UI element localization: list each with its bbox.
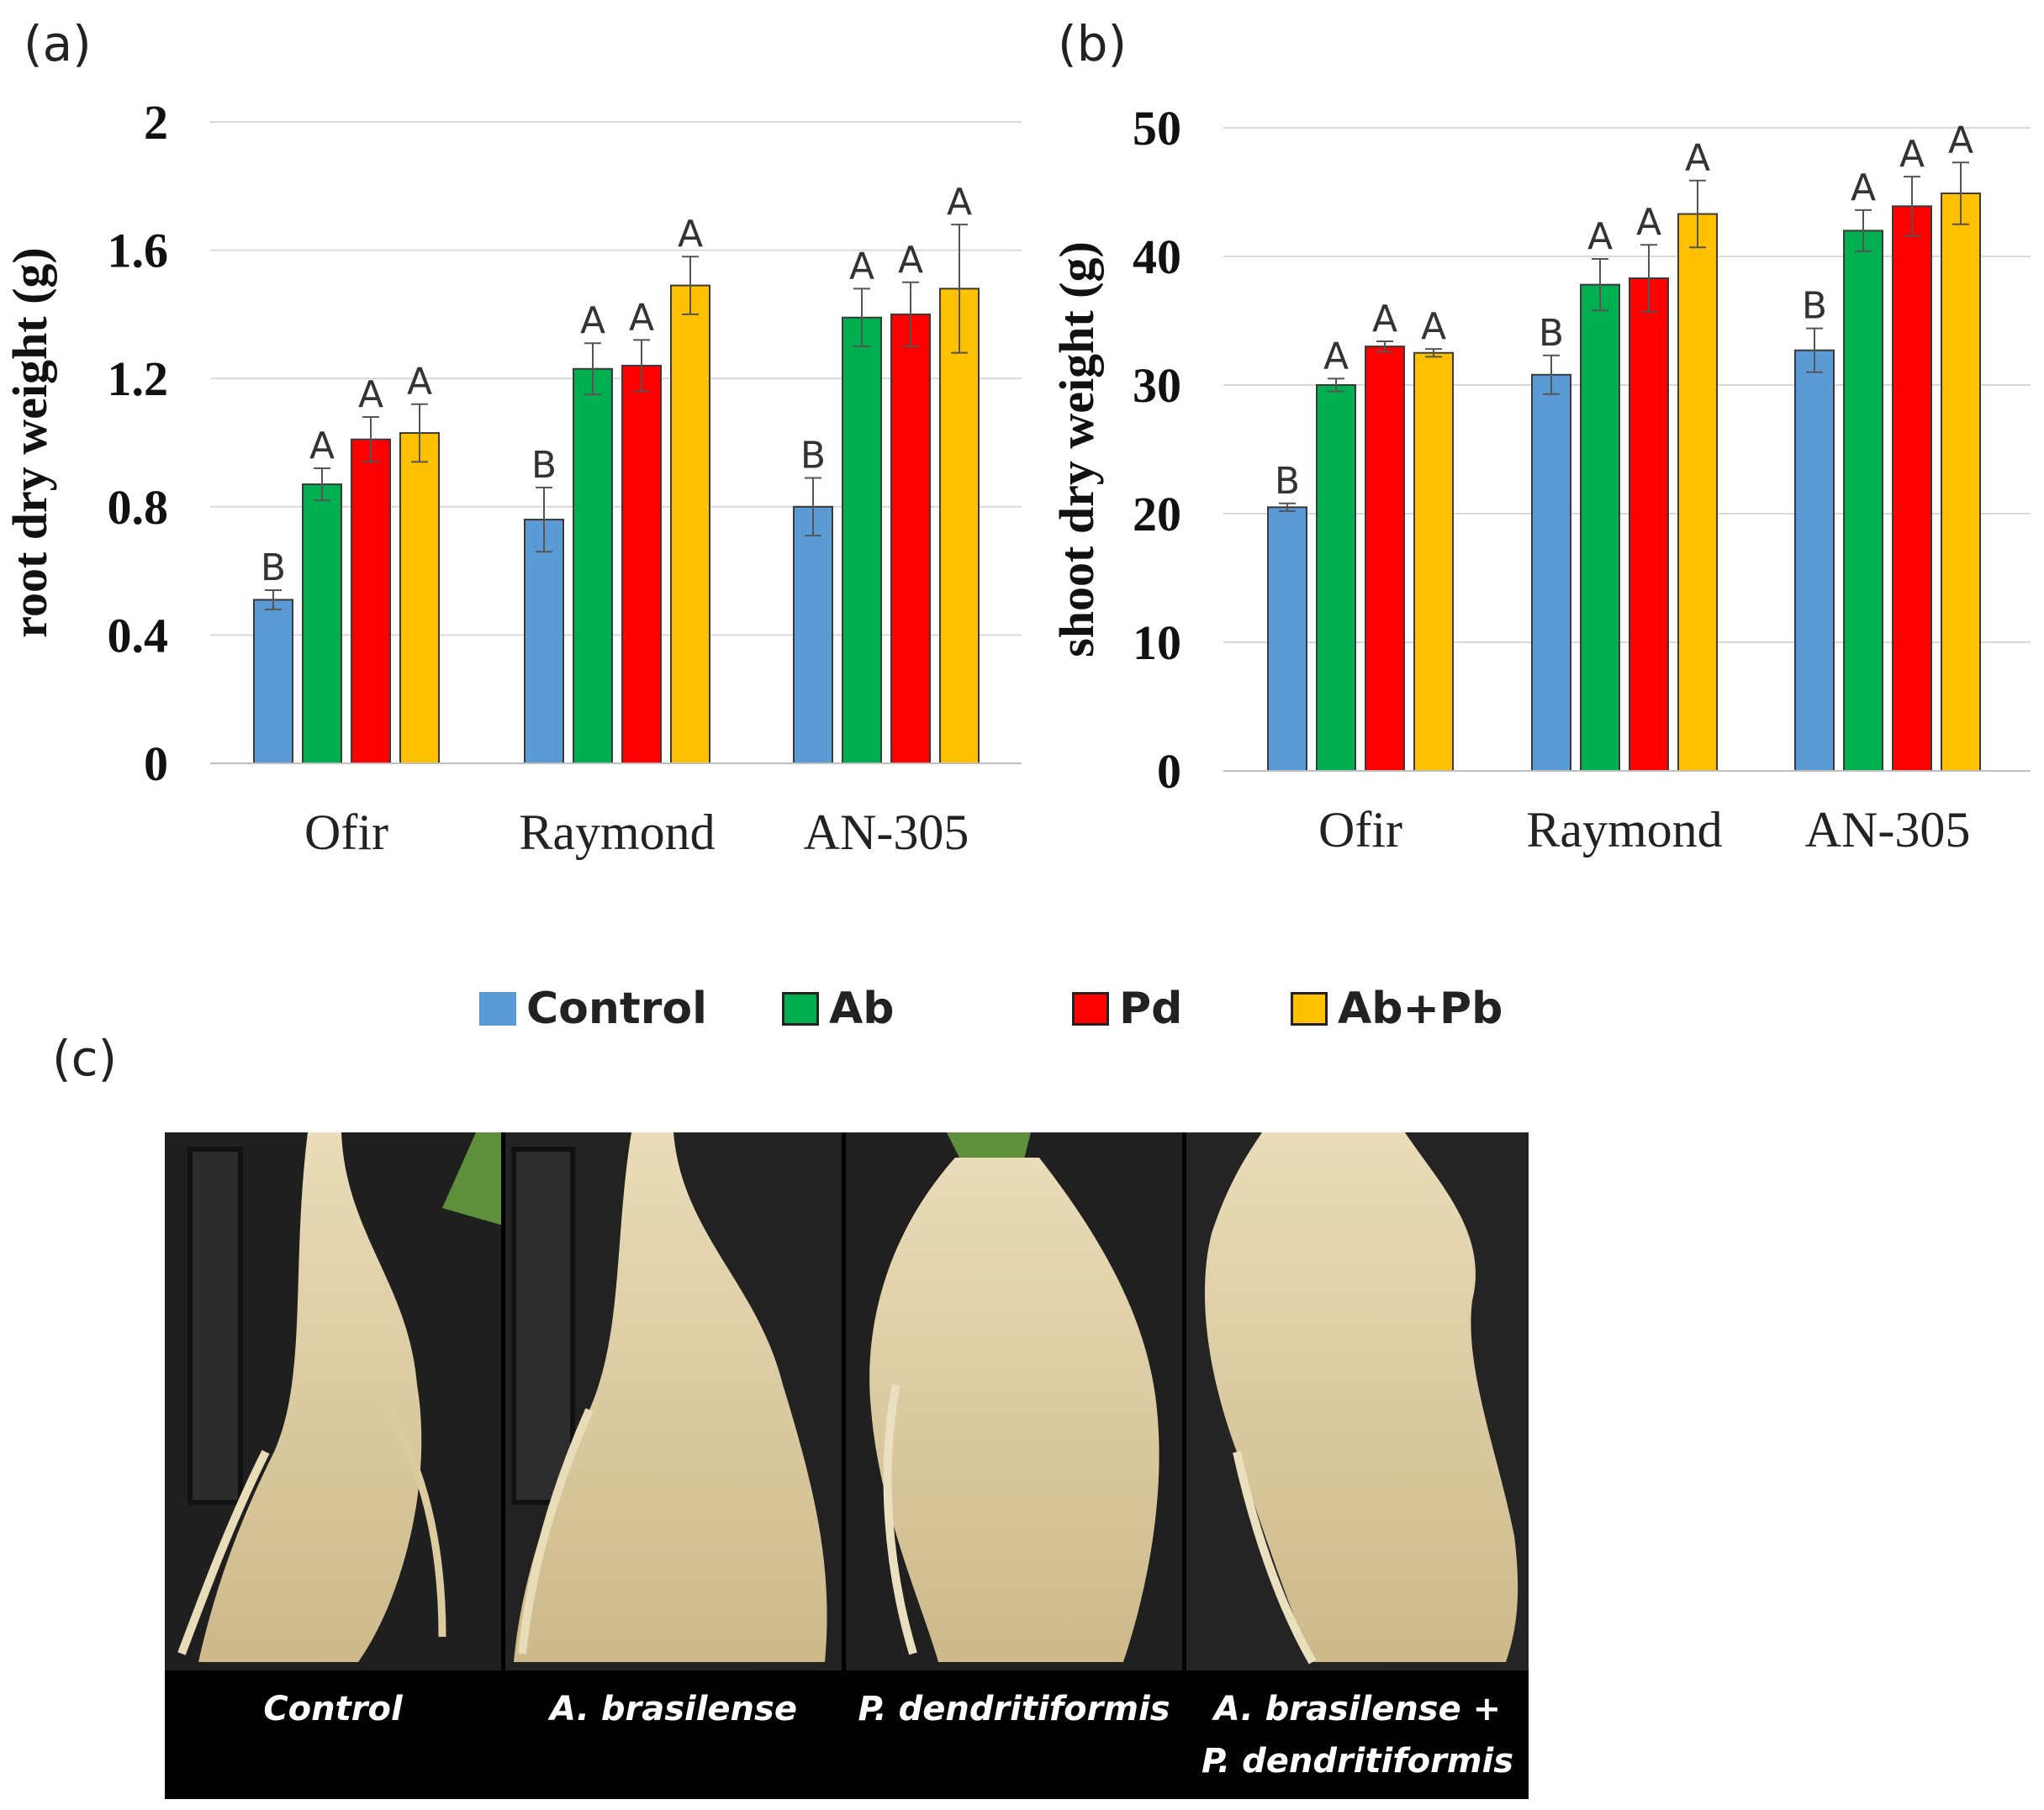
caption-p-dendritiformis: P. dendritiformis [858, 1690, 1170, 1728]
y-tick-label: 20 [1133, 487, 1181, 541]
significance-letter: A [1899, 133, 1925, 176]
significance-letter: A [898, 239, 923, 282]
root-photo-a-brasilense [505, 1132, 842, 1670]
significance-letter: A [1587, 215, 1613, 258]
bar-pd-ofir [351, 438, 391, 764]
bar-ab-pb-ofir [399, 432, 440, 764]
significance-letter: A [1636, 201, 1661, 244]
category-label-raymond: Raymond [1526, 802, 1722, 858]
y-axis-label: root dry weight (g) [3, 247, 57, 637]
y-tick-label: 40 [1133, 230, 1181, 284]
category-label-an-305: AN-305 [804, 805, 969, 860]
y-tick-label: 10 [1133, 615, 1181, 670]
legend-swatch-control [479, 992, 516, 1026]
legend-label-control: Control [526, 984, 707, 1034]
bar-ab-pb-ofir [1413, 351, 1454, 772]
root-photo-control [165, 1132, 501, 1670]
significance-letter: A [629, 296, 654, 339]
root-photo-strip: Control A. brasilense P. dendritiformis … [165, 1132, 1529, 1799]
significance-letter: B [1539, 312, 1564, 355]
bar-control-raymond [1531, 373, 1571, 772]
bar-control-ofir [1267, 506, 1307, 772]
significance-letter: A [1421, 305, 1446, 348]
significance-letter: B [1275, 460, 1300, 503]
significance-letter: A [1851, 166, 1876, 209]
panel-label-b: (b) [1058, 15, 1128, 72]
bar-pd-an-305 [1892, 205, 1932, 772]
significance-letter: A [947, 181, 972, 224]
bar-ab-pb-an-305 [939, 288, 980, 764]
y-tick-label: 0 [1157, 744, 1181, 799]
bar-control-an-305 [1794, 349, 1835, 772]
bar-ab-an-305 [1843, 230, 1883, 772]
bar-ab-an-305 [842, 316, 882, 764]
root-photo-p-dendritiformis [846, 1132, 1182, 1670]
y-tick-label: 30 [1133, 358, 1181, 413]
legend-swatch-pd [1072, 992, 1109, 1026]
bar-ab-ofir [1316, 384, 1356, 772]
bar-pd-ofir [1365, 346, 1405, 772]
significance-letter: A [849, 245, 874, 288]
significance-letter: B [1802, 285, 1827, 328]
bar-ab-pb-raymond [670, 284, 710, 764]
significance-letter: A [309, 425, 335, 467]
category-label-ofir: Ofir [304, 805, 388, 860]
significance-letter: A [580, 299, 605, 342]
significance-letter: B [531, 444, 557, 487]
significance-letter: B [261, 546, 286, 589]
significance-letter: B [800, 434, 826, 477]
significance-letter: A [1323, 335, 1349, 377]
significance-letter: A [407, 361, 432, 404]
bar-control-ofir [253, 599, 293, 764]
caption-a-brasilense: A. brasilense [550, 1690, 797, 1728]
y-tick-label: 50 [1133, 101, 1181, 156]
caption-control: Control [263, 1690, 403, 1728]
bar-pd-an-305 [890, 313, 931, 764]
legend-swatch-ab-pb [1291, 992, 1328, 1026]
legend-swatch-ab [782, 992, 819, 1026]
legend-item-pd: Pd [1072, 984, 1182, 1034]
root-photo-combined [1186, 1132, 1529, 1670]
caption-combined-line2: P. dendritiformis [1201, 1742, 1514, 1781]
category-label-raymond: Raymond [519, 805, 715, 860]
legend-item-ab-pb: Ab+Pb [1291, 984, 1503, 1034]
legend-item-ab: Ab [782, 984, 894, 1034]
bar-control-raymond [524, 519, 564, 764]
bar-control-an-305 [793, 505, 833, 764]
bar-pd-raymond [621, 364, 662, 764]
significance-letter: A [1372, 298, 1397, 340]
bar-ab-ofir [302, 483, 342, 764]
legend-label-ab-pb: Ab+Pb [1338, 984, 1503, 1034]
panel-label-a: (a) [24, 15, 92, 72]
significance-letter: A [1948, 119, 1973, 161]
panel-label-c: (c) [52, 1030, 118, 1087]
bar-ab-pb-raymond [1677, 213, 1718, 772]
bar-ab-raymond [573, 367, 613, 764]
significance-letter: A [358, 373, 383, 416]
y-tick-label: 0.8 [108, 480, 169, 535]
bar-ab-pb-an-305 [1941, 193, 1981, 772]
y-tick-label: 2 [144, 95, 168, 150]
category-label-ofir: Ofir [1318, 802, 1402, 858]
y-tick-label: 0 [144, 736, 168, 791]
legend-label-ab: Ab [829, 984, 895, 1034]
legend-item-control: Control [479, 984, 707, 1034]
significance-letter: A [678, 213, 703, 256]
bar-pd-raymond [1629, 277, 1669, 772]
y-tick-label: 0.4 [108, 608, 169, 662]
y-tick-label: 1.2 [108, 351, 169, 406]
y-tick-label: 1.6 [108, 224, 169, 278]
legend: Control Ab Pd Ab+Pb [479, 984, 1572, 1042]
category-label-an-305: AN-305 [1805, 802, 1971, 858]
y-axis-label: shoot dry weight (g) [1049, 241, 1104, 657]
legend-label-pd: Pd [1119, 984, 1183, 1034]
significance-letter: A [1685, 137, 1710, 180]
bar-ab-raymond [1580, 283, 1620, 773]
caption-combined-line1: A. brasilense + [1213, 1690, 1502, 1728]
